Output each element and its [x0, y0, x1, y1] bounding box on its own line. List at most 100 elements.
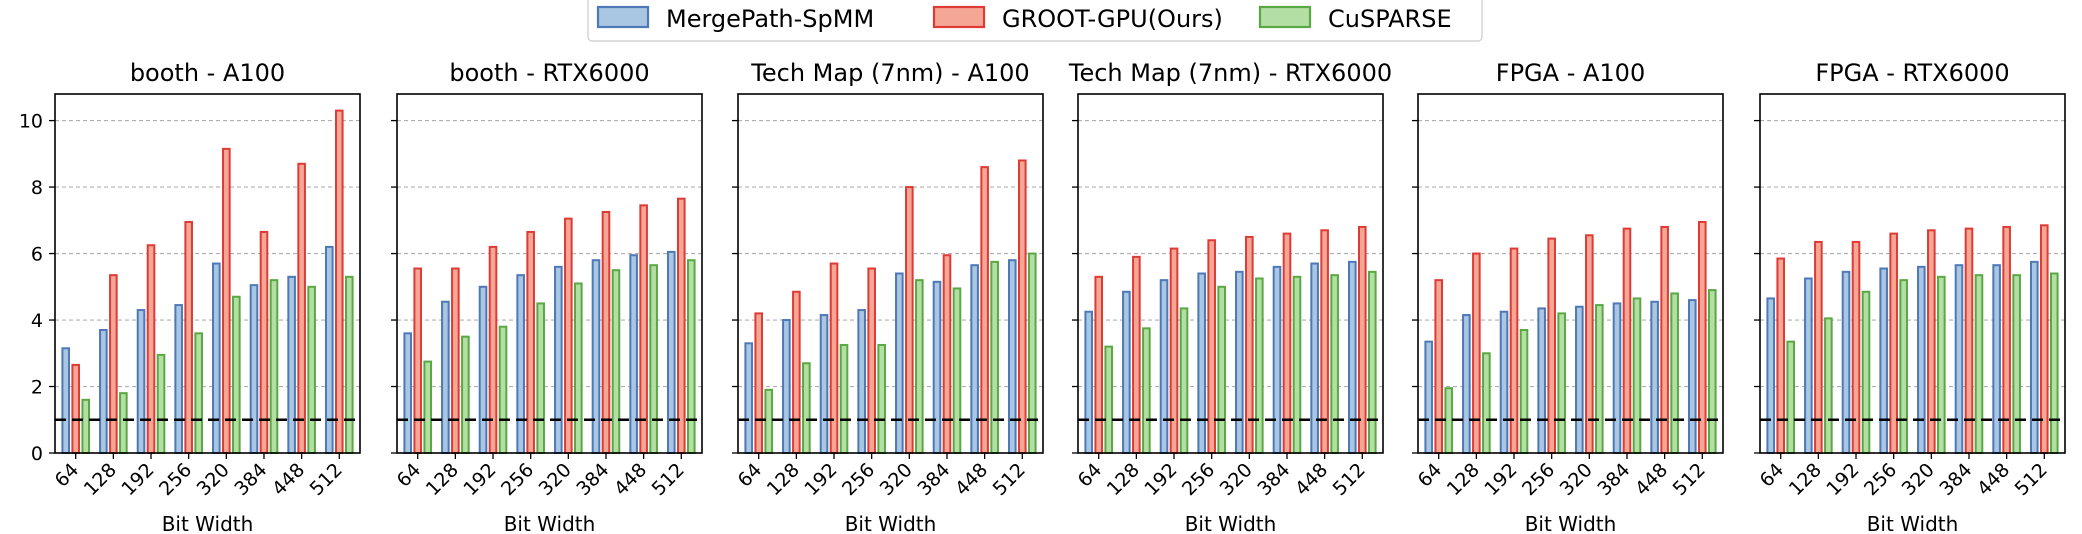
- x-tick-label: 192: [1480, 459, 1521, 500]
- x-tick-label: 64: [734, 459, 767, 492]
- bar-mergepath: [1424, 340, 1434, 455]
- bar-mergepath: [1917, 265, 1926, 454]
- bar-groot: [222, 147, 231, 454]
- bar-mergepath: [629, 254, 638, 454]
- bar-groot: [1889, 232, 1898, 454]
- x-tick-label: 64: [1414, 459, 1447, 492]
- x-tick-label: 512: [2011, 459, 2052, 500]
- bar-cusparse: [461, 335, 470, 454]
- x-tick-label: 192: [800, 459, 841, 500]
- bar-groot: [1814, 240, 1823, 454]
- chart-title: booth - RTX6000: [449, 59, 649, 87]
- axes-frame: [1417, 93, 1724, 454]
- bar-cusparse: [1786, 340, 1796, 455]
- bar-mergepath: [1841, 270, 1851, 454]
- x-axis-label: Bit Width: [162, 512, 254, 534]
- x-tick-label: 448: [951, 459, 992, 500]
- bar-groot: [413, 267, 423, 454]
- y-tick-label: 10: [19, 111, 43, 133]
- bar-cusparse: [686, 259, 696, 454]
- x-tick-label: 256: [497, 459, 538, 500]
- bar-mergepath: [1537, 307, 1546, 454]
- bar-cusparse: [952, 287, 962, 455]
- x-tick-label: 128: [763, 459, 804, 500]
- chart-panel-3: Tech Map (7nm) - A100 6412819225632038444…: [732, 59, 1044, 534]
- bar-groot: [1094, 275, 1104, 454]
- bar-cusparse: [915, 279, 924, 455]
- bar-cusparse: [1367, 270, 1377, 454]
- x-tick-label: 448: [268, 459, 309, 500]
- bar-cusparse: [839, 343, 849, 454]
- bar-mergepath: [1122, 290, 1131, 454]
- bar-cusparse: [119, 392, 128, 454]
- bar-mergepath: [970, 264, 979, 454]
- x-tick-label: 384: [1593, 459, 1634, 500]
- x-tick-label: 320: [876, 459, 917, 500]
- bar-cusparse: [1899, 279, 1908, 455]
- x-tick-label: 256: [838, 459, 879, 500]
- bar-mergepath: [478, 285, 488, 454]
- bar-groot: [1207, 239, 1216, 454]
- bar-mergepath: [2029, 260, 2039, 455]
- bar-mergepath: [1687, 299, 1697, 454]
- x-tick-label: 320: [535, 459, 576, 500]
- bar-cusparse: [1027, 252, 1037, 454]
- bar-mergepath: [895, 272, 904, 454]
- bar-mergepath: [932, 280, 942, 454]
- bar-cusparse: [1632, 297, 1642, 454]
- axes-frame: [396, 93, 703, 454]
- bar-cusparse: [1482, 352, 1491, 454]
- bar-groot: [754, 312, 764, 454]
- bar-groot: [334, 109, 344, 455]
- bar-groot: [867, 267, 876, 454]
- bar-mergepath: [1804, 277, 1813, 454]
- bar-groot: [184, 220, 193, 454]
- bar-mergepath: [1310, 262, 1319, 454]
- bar-mergepath: [99, 329, 108, 454]
- bar-groot: [1017, 159, 1027, 454]
- bar-mergepath: [782, 319, 791, 455]
- x-tick-label: 192: [459, 459, 500, 500]
- bar-groot: [639, 204, 648, 454]
- bar-groot: [1697, 220, 1707, 454]
- legend-label-cusparse: CuSPARSE: [1328, 5, 1452, 33]
- bar-mergepath: [1347, 260, 1357, 455]
- bar-groot: [526, 230, 535, 454]
- x-tick-label: 128: [1785, 459, 1826, 500]
- y-tick-label: 0: [31, 443, 43, 465]
- bar-cusparse: [1974, 274, 1984, 455]
- x-tick-label: 320: [1898, 459, 1939, 500]
- bar-mergepath: [1084, 310, 1094, 454]
- bar-mergepath: [1575, 305, 1584, 455]
- bar-groot: [1132, 255, 1141, 455]
- bar-groot: [451, 267, 460, 454]
- bar-mergepath: [287, 275, 296, 454]
- legend-frame: [587, 0, 1483, 42]
- bar-mergepath: [591, 259, 601, 454]
- x-tick-label: 448: [1291, 459, 1332, 500]
- bar-cusparse: [423, 360, 433, 454]
- chart-title: Tech Map (7nm) - A100: [750, 59, 1029, 87]
- x-tick-label: 128: [1103, 459, 1144, 500]
- x-tick-label: 448: [1631, 459, 1672, 500]
- chart-title: FPGA - RTX6000: [1815, 59, 2009, 87]
- bar-cusparse: [1330, 274, 1339, 455]
- bar-cusparse: [1861, 290, 1871, 454]
- bar-groot: [905, 186, 914, 455]
- bar-mergepath: [819, 314, 829, 455]
- bar-mergepath: [1879, 267, 1888, 454]
- bar-cusparse: [344, 275, 354, 454]
- bar-cusparse: [990, 260, 999, 455]
- x-axis-label: Bit Width: [504, 512, 596, 534]
- y-tick-label: 4: [31, 310, 43, 332]
- y-tick-label: 2: [31, 377, 43, 399]
- bar-cusparse: [536, 302, 545, 454]
- bar-cusparse: [1142, 327, 1151, 455]
- x-axis-label: Bit Width: [845, 512, 937, 534]
- bar-cusparse: [1670, 292, 1679, 455]
- x-axis-label: Bit Width: [1185, 512, 1277, 534]
- bar-cusparse: [81, 398, 91, 455]
- axes-frame: [737, 93, 1044, 454]
